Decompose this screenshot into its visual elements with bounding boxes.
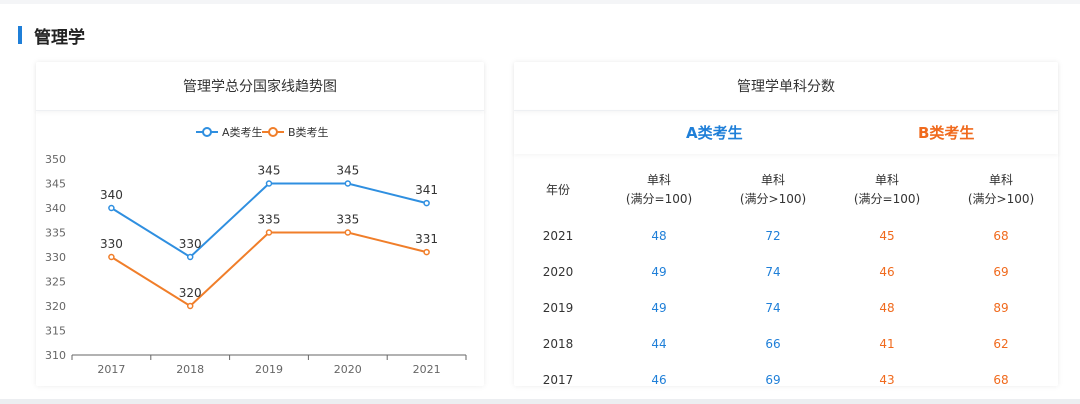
col-header-line2: (满分=100) [853, 192, 921, 206]
bottom-divider [0, 399, 1080, 404]
legend-label: A类考生 [222, 125, 263, 139]
single-subject-panel: 管理学单科分数 A类考生 B类考生 年份 单科 (满分=100) 单科 (满分>10… [514, 62, 1058, 387]
cell-b100: 45 [879, 229, 895, 243]
cell-a100: 49 [651, 301, 667, 315]
data-label: 331 [415, 232, 438, 246]
cell-a100: 44 [651, 337, 667, 351]
section-accent-bar [18, 26, 22, 44]
group-header-bar [514, 110, 1058, 154]
cell-year: 2021 [542, 229, 574, 243]
y-tick-label: 325 [45, 276, 66, 289]
col-header-line2: (满分>100) [967, 192, 1035, 206]
cell-a-gt100: 72 [765, 229, 781, 243]
trend-chart-title: 管理学总分国家线趋势图 [36, 62, 484, 111]
y-tick-label: 310 [45, 349, 66, 362]
y-tick-label: 345 [45, 178, 66, 191]
col-header-line2: (满分>100) [739, 192, 807, 206]
data-label: 330 [100, 237, 123, 251]
x-tick-label: 2020 [334, 363, 362, 376]
y-tick-label: 340 [45, 202, 66, 215]
data-label: 330 [179, 237, 202, 251]
single-subject-title: 管理学单科分数 [514, 62, 1058, 111]
data-point [344, 180, 352, 187]
data-point [108, 253, 115, 261]
cell-a100: 49 [651, 265, 667, 279]
col-header-line1: 单科 [874, 173, 899, 187]
group-b-label: B类考生 [918, 124, 975, 142]
col-header-line2: (满分=100) [625, 192, 693, 206]
trend-line-chart: A类考生 B类考生 350 345 340 335 330 325 320 315 310 2017 2… [45, 125, 467, 376]
table-row: 2019 49 74 48 89 [514, 290, 1058, 326]
table-row: 2018 44 66 41 62 [514, 326, 1058, 362]
cell-b-gt100: 62 [993, 337, 1009, 351]
data-point [186, 302, 194, 310]
col-header-line1: 单科 [646, 173, 671, 187]
legend-swatch-marker [268, 127, 278, 137]
data-label: 345 [258, 164, 281, 178]
page: 管理学 管理学总分国家线趋势图 A类考生 B类考生 350 345 340 335 330 3… [0, 4, 1080, 400]
col-header-b-gt100: 单科 (满分>100) [944, 162, 1058, 218]
data-label: 341 [415, 183, 438, 197]
y-tick-label: 335 [45, 227, 66, 240]
group-a-label: A类考生 [686, 124, 743, 142]
data-point [423, 248, 430, 256]
cell-b100: 41 [879, 337, 895, 351]
cell-year: 2020 [542, 265, 574, 279]
cell-b100: 43 [879, 373, 895, 387]
y-tick-label: 330 [45, 251, 66, 264]
cell-a-gt100: 69 [765, 373, 781, 387]
data-point [265, 180, 273, 187]
cell-b-gt100: 89 [993, 301, 1009, 315]
x-tick-label: 2019 [255, 363, 283, 376]
cell-a100: 48 [651, 229, 667, 243]
x-tick-label: 2017 [97, 363, 125, 376]
cell-a100: 46 [651, 373, 667, 387]
cell-b-gt100: 68 [993, 229, 1009, 243]
y-tick-label: 315 [45, 325, 66, 338]
score-table: 年份 单科 (满分=100) 单科 (满分>100) 单科 (满分=100) 单科 (满… [514, 162, 1058, 398]
cell-b-gt100: 68 [993, 373, 1009, 387]
table-row: 2017 46 69 43 68 [514, 362, 1058, 398]
data-point [108, 204, 115, 212]
cell-a-gt100: 74 [765, 301, 781, 315]
trend-chart-panel: 管理学总分国家线趋势图 A类考生 B类考生 350 345 340 335 330 325 32… [36, 62, 484, 386]
cell-a-gt100: 74 [765, 265, 781, 279]
data-point [344, 229, 352, 236]
legend-label: B类考生 [288, 125, 329, 139]
cell-b100: 48 [879, 301, 895, 315]
table-row: 2020 49 74 46 69 [514, 254, 1058, 290]
cell-b100: 46 [879, 265, 895, 279]
table-row: 2021 48 72 45 68 [514, 218, 1058, 254]
col-header-b100: 单科 (满分=100) [830, 162, 944, 218]
cell-year: 2018 [542, 337, 574, 351]
section-title: 管理学 [34, 27, 85, 48]
x-tick-label: 2021 [413, 363, 441, 376]
cell-a-gt100: 66 [765, 337, 781, 351]
series-line [110, 231, 427, 308]
table-header-row: 年份 单科 (满分=100) 单科 (满分>100) 单科 (满分=100) 单科 (满… [514, 162, 1058, 218]
cell-year: 2017 [542, 373, 574, 387]
data-point [186, 253, 194, 261]
legend-swatch-marker [202, 127, 212, 137]
x-tick-label: 2018 [176, 363, 204, 376]
cell-b-gt100: 69 [993, 265, 1009, 279]
y-tick-label: 350 [45, 153, 66, 166]
data-label: 340 [100, 188, 123, 202]
col-header-year: 年份 [545, 182, 570, 197]
data-point [265, 229, 273, 236]
col-header-a-gt100: 单科 (满分>100) [716, 162, 830, 218]
col-header-line1: 单科 [760, 173, 785, 187]
col-header-line1: 单科 [988, 173, 1013, 187]
y-tick-label: 320 [45, 300, 66, 313]
data-label: 345 [336, 164, 359, 178]
section-header: 管理学 [18, 24, 85, 48]
col-header-a100: 单科 (满分=100) [602, 162, 716, 218]
data-point [423, 199, 430, 207]
data-label: 335 [258, 213, 281, 227]
data-label: 335 [336, 213, 359, 227]
cell-year: 2019 [542, 301, 574, 315]
data-label: 320 [179, 286, 202, 300]
